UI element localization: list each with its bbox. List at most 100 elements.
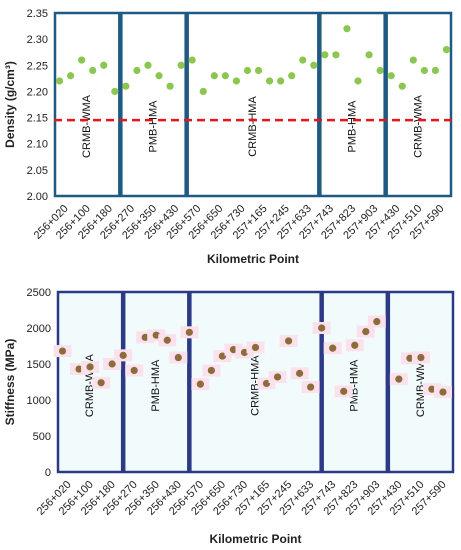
data-point [163,336,171,344]
data-point [373,317,381,326]
data-point [442,46,451,54]
y-tick-label: 2.05 [27,165,48,177]
density-chart: 2.00 2.05 2.10 2.15 2.20 2.25 2.30 2.35 CRMB-WMA… [3,8,453,266]
y-tick-label: 2.15 [27,113,48,125]
section-box-4 [319,11,386,198]
data-point [351,341,359,349]
data-point [428,385,436,393]
section-box-3 [189,290,322,474]
data-point [144,61,152,69]
data-point [406,354,414,362]
data-point [122,82,130,90]
y-tick-label: 1500 [27,359,51,371]
data-point [420,66,428,75]
data-point [340,387,348,395]
data-point [288,72,296,80]
data-point [299,56,307,64]
y-tick-label: 2.20 [27,86,48,98]
data-point [417,353,425,362]
data-point [218,352,227,360]
data-point [55,77,64,85]
data-point [89,66,97,75]
y-axis-title: Density (g/cm³) [3,61,17,148]
data-point [196,380,204,388]
y-tick-label: 2500 [27,287,51,299]
data-point [343,25,351,33]
section-label: PMB-HMA [349,359,361,412]
section-label: CRMB-WMA [413,94,425,158]
stiffness-chart: 0 500 1000 1500 2000 2500 CRMB-WMA PMB-HMA CRMB-… [3,287,455,546]
data-point [277,77,285,85]
data-point [199,87,207,96]
data-point [188,56,196,64]
data-point [155,72,163,80]
data-point [318,324,326,332]
data-point [166,82,174,90]
data-point [376,66,384,75]
data-point [329,344,337,352]
section-box-3 [186,11,320,198]
data-point [409,56,417,64]
y-tick-label: 0 [45,467,51,479]
data-point [398,82,406,90]
data-point [97,379,105,387]
y-tick-label: 2.30 [27,34,48,46]
data-point [387,72,395,80]
data-point [66,72,75,80]
data-point [240,348,249,357]
data-point [362,328,370,336]
data-point [307,383,315,391]
data-point [210,72,218,80]
data-point [221,72,229,80]
y-tick-label: 2000 [27,323,51,335]
data-point [395,375,403,383]
data-point [232,77,241,85]
data-point [86,363,94,371]
data-point [207,366,215,375]
x-axis-title: Kilometric Point [209,532,301,546]
y-tick-label: 2.00 [27,191,48,203]
data-point [119,351,127,359]
data-point [439,388,447,396]
data-point [111,87,119,96]
data-point [284,337,293,345]
section-box-2 [122,290,190,474]
data-point [265,77,274,85]
y-tick-label: 2.35 [27,8,48,20]
data-point [78,56,86,64]
data-point [332,51,340,59]
data-point [262,379,271,388]
section-label: PMB-HMA [150,359,162,412]
data-point [310,61,318,69]
data-point [177,61,185,69]
section-label: CRMB-HMA [249,355,261,416]
y-tick-label: 2.10 [27,139,48,151]
data-point [133,66,141,75]
y-tick-label: 2.25 [27,60,48,72]
x-axis-title: Kilometric Point [207,252,299,266]
data-point [296,369,304,377]
data-point [100,61,108,69]
data-point [152,331,160,339]
data-point [229,346,238,354]
data-point [185,328,193,336]
data-point [321,51,329,59]
data-point [431,66,440,75]
data-point [75,365,83,373]
data-point [130,366,138,375]
section-label: CRMB-WMA [81,94,93,158]
section-box-1 [56,290,124,474]
data-point [254,66,263,75]
section-box-5 [385,11,453,198]
section-box-2 [120,11,187,198]
data-point [174,353,182,362]
data-point [108,360,116,368]
y-tick-label: 1000 [27,395,51,407]
data-point [354,77,362,85]
section-label: CRMB-HMA [247,96,259,157]
data-point [141,333,149,341]
section-label: PMB-HMA [346,100,358,153]
section-label: PMB-HMA [147,100,159,153]
data-point [243,66,252,75]
